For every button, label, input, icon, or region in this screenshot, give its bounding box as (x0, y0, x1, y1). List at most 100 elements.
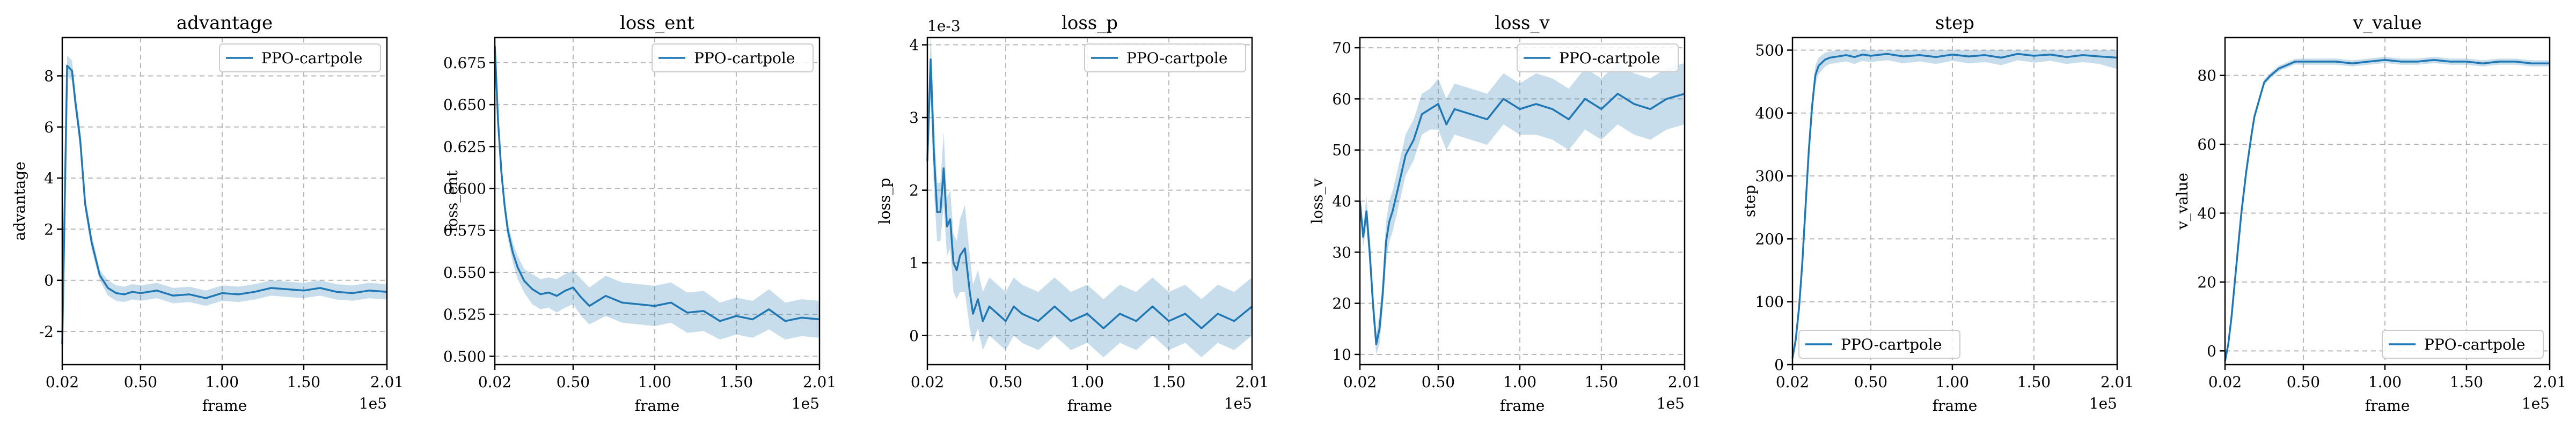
x-tick-label: 0.50 (1854, 373, 1887, 391)
x-tick-label: 0.50 (557, 373, 590, 391)
y-tick-label: 0.500 (443, 347, 486, 365)
x-axis-label: frame (2365, 397, 2410, 415)
x-tick-label: 0.02 (1776, 373, 1809, 391)
y-tick-label: 0 (1774, 356, 1784, 374)
y-axis-label: advantage (11, 161, 28, 241)
x-multiplier: 1e5 (1657, 395, 1685, 412)
x-tick-label: 0.02 (1343, 373, 1377, 391)
y-tick-label: 70 (1332, 39, 1351, 57)
y-multiplier: 1e-3 (927, 17, 961, 35)
confidence-band (1792, 50, 2117, 360)
y-tick-label: 0.550 (443, 264, 486, 282)
y-tick-label: 50 (1332, 142, 1351, 159)
series-line (2224, 58, 2550, 361)
x-axis-label: frame (202, 397, 247, 415)
legend: PPO-cartpole (219, 43, 381, 72)
x-tick-label: 1.50 (2017, 373, 2051, 391)
chart-title: loss_p (1062, 12, 1118, 34)
y-tick-label: 1 (909, 254, 919, 272)
axes-frame (2224, 36, 2551, 366)
x-multiplier: 1e5 (2522, 395, 2550, 412)
y-tick-label: 300 (1755, 167, 1784, 185)
y-tick-label: 0.600 (443, 180, 486, 198)
y-tick-label: 6 (44, 119, 54, 136)
y-tick-label: 4 (909, 36, 919, 54)
y-tick-label: 0.525 (443, 306, 486, 323)
y-tick-label: 80 (2197, 67, 2216, 85)
chart-title: loss_ent (620, 12, 694, 34)
y-axis-label: loss_p (876, 178, 894, 224)
x-tick-label: 2.01 (2101, 373, 2134, 391)
x-tick-label: 1.50 (1585, 373, 1618, 391)
y-axis-label: loss_ent (443, 170, 461, 232)
legend: PPO-cartpole (1517, 43, 1679, 72)
y-tick-label: 10 (1332, 346, 1351, 364)
y-axis-label: step (1741, 185, 1759, 217)
y-tick-label: 60 (2197, 136, 2216, 153)
legend: PPO-cartpole (1084, 43, 1246, 72)
y-tick-label: 0 (909, 327, 919, 345)
confidence-band (495, 42, 819, 340)
series-line (494, 46, 820, 322)
x-tick-label: 1.50 (720, 373, 753, 391)
legend-label: PPO-cartpole (1841, 336, 1942, 353)
x-multiplier: 1e5 (359, 395, 387, 412)
x-axis-label: frame (1933, 397, 1978, 415)
x-axis-label: frame (635, 397, 680, 415)
y-tick-label: 20 (1332, 295, 1351, 313)
x-tick-label: 2.01 (1668, 373, 1701, 391)
legend-box (2382, 330, 2544, 359)
chart-panel-2: 0.02 0.50 1.00 1.50 2.01 0 1 2 3 4 1e5 1e-3 loss_pfr… (876, 12, 1269, 415)
x-tick-label: 1.50 (2450, 373, 2483, 391)
y-tick-label: 200 (1755, 230, 1784, 248)
legend-label: PPO-cartpole (2424, 336, 2525, 353)
y-axis-label: loss_v (1308, 179, 1326, 224)
chart-panel-3: 0.02 0.50 1.00 1.50 2.01 10 20 30 40 50 60 70 1e5 los… (1308, 12, 1701, 415)
y-tick-label: 0.575 (443, 222, 486, 240)
y-tick-label: 40 (1332, 193, 1351, 210)
confidence-band (1360, 63, 1685, 354)
x-tick-label: 1.00 (2368, 373, 2402, 391)
y-tick-label: 500 (1755, 41, 1784, 59)
legend-box (1798, 330, 1960, 359)
chart-panel-4: 0.02 0.50 1.00 1.50 2.01 0 100 200 300 400 500 1e5 s… (1741, 12, 2134, 415)
legend: PPO-cartpole (1798, 330, 1960, 359)
series-line (926, 58, 1253, 329)
y-tick-label: 4 (44, 169, 54, 187)
y-tick-label: 30 (1332, 243, 1351, 261)
y-tick-label: 0 (2207, 342, 2216, 360)
chart-panel-5: 0.02 0.50 1.00 1.50 2.01 0 20 40 60 80 1e5 v_valuef… (2174, 12, 2566, 415)
y-tick-label: 60 (1332, 90, 1351, 108)
legend-box (1517, 43, 1679, 72)
x-tick-label: 1.50 (1152, 373, 1185, 391)
y-tick-label: 20 (2197, 273, 2216, 291)
axes-frame (926, 36, 1253, 366)
legend-box (652, 43, 814, 72)
legend: PPO-cartpole (2382, 330, 2544, 359)
series-line (1791, 53, 2118, 359)
x-tick-label: 1.00 (1936, 373, 1969, 391)
chart-title: advantage (177, 12, 273, 34)
x-tick-label: 0.50 (989, 373, 1022, 391)
y-tick-label: 0.650 (443, 96, 486, 114)
confidence-band (62, 55, 387, 347)
x-tick-label: 2.01 (803, 373, 836, 391)
y-tick-label: 40 (2197, 204, 2216, 222)
y-tick-label: 0 (44, 272, 54, 290)
y-tick-label: 0.625 (443, 138, 486, 156)
legend-label: PPO-cartpole (694, 49, 795, 67)
x-tick-label: 0.02 (46, 373, 79, 391)
x-tick-label: 1.00 (638, 373, 671, 391)
y-tick-label: 0.675 (443, 54, 486, 72)
y-axis-label: v_value (2174, 173, 2191, 230)
x-tick-label: 2.01 (2533, 373, 2566, 391)
chart-panel-0: 0.02 0.50 1.00 1.50 2.01 -2 0 2 4 6 8 1e5 advantage f… (11, 12, 404, 415)
y-tick-label: -2 (39, 323, 54, 341)
y-tick-label: 400 (1755, 105, 1784, 122)
y-tick-label: 8 (44, 67, 54, 85)
legend-label: PPO-cartpole (261, 49, 362, 67)
chart-title: v_value (2352, 12, 2422, 34)
x-tick-label: 2.01 (370, 373, 404, 391)
x-multiplier: 1e5 (792, 395, 819, 412)
